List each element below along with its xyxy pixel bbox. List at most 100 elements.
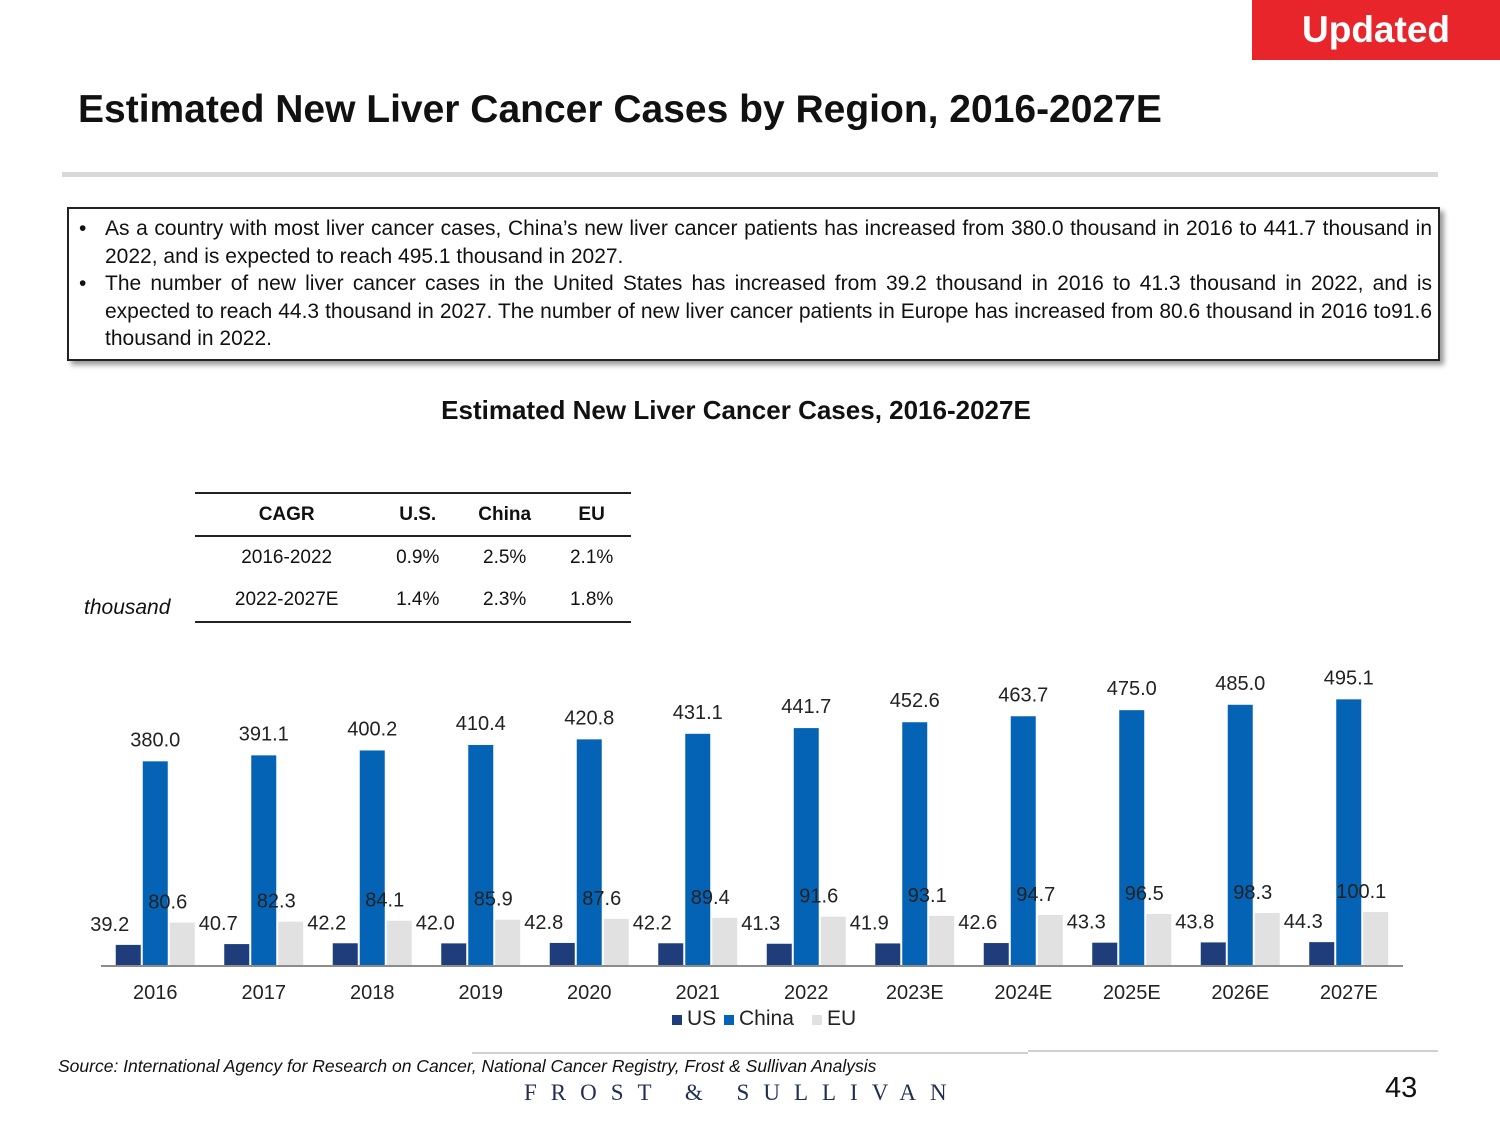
data-label-china-2025E: 475.0 — [1107, 678, 1157, 700]
legend-swatch-eu — [812, 1015, 822, 1025]
bar-us-2018 — [332, 943, 358, 966]
bar-china-2025E — [1119, 710, 1145, 966]
bar-china-2023E — [902, 722, 928, 966]
summary-bullet-us-eu: The number of new liver cancer cases in … — [79, 270, 1432, 353]
bar-eu-2025E — [1146, 914, 1172, 966]
data-label-eu-2019: 85.9 — [474, 889, 513, 911]
source-divider — [472, 1052, 1028, 1054]
legend-swatch-china — [724, 1015, 734, 1025]
table-cell: 2022-2027E — [195, 579, 379, 623]
table-cell: 0.9% — [396, 547, 440, 568]
data-label-china-2023E: 452.6 — [890, 690, 940, 712]
bar-china-2022 — [793, 728, 819, 966]
data-label-us-2021: 42.2 — [633, 912, 672, 934]
chart-title: Estimated New Liver Cancer Cases, 2016-2… — [441, 395, 1031, 425]
x-tick-label-2023E: 2023E — [886, 982, 944, 1004]
bar-china-2017 — [251, 755, 277, 966]
data-label-us-2018: 42.2 — [307, 912, 346, 934]
cagr-table: CAGR U.S. China EU 2016-2022 0.9% 2.5% 2… — [195, 492, 631, 623]
x-tick-label-2016: 2016 — [133, 982, 178, 1004]
bar-us-2020 — [549, 942, 575, 966]
legend-label-us: US — [687, 1007, 716, 1030]
bar-eu-2020 — [603, 918, 629, 966]
table-cell: 1.4% — [378, 579, 458, 623]
source-note: Source: International Agency for Researc… — [58, 1056, 877, 1076]
bar-eu-2016 — [169, 922, 195, 966]
cagr-header-cell: EU — [552, 492, 631, 537]
data-label-us-2016: 39.2 — [90, 914, 129, 936]
bar-eu-2021 — [712, 917, 738, 966]
data-label-china-2026E: 485.0 — [1215, 673, 1265, 695]
data-label-us-2027E: 44.3 — [1284, 911, 1323, 933]
bar-china-2026E — [1227, 704, 1253, 966]
unit-label: thousand — [84, 596, 171, 619]
bar-eu-2026E — [1254, 913, 1280, 966]
table-row: 2016-2022 0.9% 2.5% 2.1% — [195, 536, 631, 579]
table-cell: 1.8% — [552, 579, 631, 623]
cagr-header-cell: U.S. — [378, 492, 458, 537]
bar-china-2018 — [359, 750, 385, 966]
page-number: 43 — [1385, 1072, 1418, 1104]
cagr-header-cell: CAGR — [195, 492, 379, 537]
data-label-eu-2018: 84.1 — [365, 890, 404, 912]
legend-label-china: China — [739, 1007, 794, 1030]
bar-us-2021 — [658, 943, 684, 966]
bar-china-2027E — [1336, 699, 1362, 966]
data-label-china-2022: 441.7 — [781, 696, 831, 718]
data-label-china-2019: 410.4 — [456, 713, 506, 735]
bar-eu-2017 — [278, 921, 304, 966]
x-tick-label-2025E: 2025E — [1103, 982, 1161, 1004]
data-label-china-2016: 380.0 — [130, 729, 180, 751]
data-label-us-2019: 42.0 — [416, 912, 455, 934]
bar-us-2024E — [983, 943, 1009, 966]
footer-divider — [1028, 1050, 1438, 1052]
bar-us-2017 — [224, 944, 250, 966]
data-label-us-2017: 40.7 — [199, 913, 238, 935]
bar-eu-2018 — [386, 920, 412, 966]
bar-us-2019 — [441, 943, 467, 966]
table-row: 2022-2027E 1.4% 2.3% 1.8% — [195, 579, 631, 623]
data-label-us-2024E: 42.6 — [958, 912, 997, 934]
x-tick-label-2017: 2017 — [242, 982, 287, 1004]
legend-label-eu: EU — [827, 1007, 856, 1030]
bar-china-2020 — [576, 739, 602, 966]
summary-box: As a country with most liver cancer case… — [67, 207, 1440, 361]
data-label-eu-2020: 87.6 — [582, 888, 621, 910]
x-tick-label-2022: 2022 — [784, 982, 829, 1004]
data-label-us-2026E: 43.8 — [1175, 911, 1214, 933]
title-divider — [62, 172, 1438, 177]
x-tick-label-2021: 2021 — [676, 982, 721, 1004]
data-label-eu-2027E: 100.1 — [1336, 881, 1386, 903]
page-title: Estimated New Liver Cancer Cases by Regi… — [78, 88, 1162, 131]
data-label-eu-2024E: 94.7 — [1016, 884, 1055, 906]
data-label-us-2025E: 43.3 — [1067, 912, 1106, 934]
data-label-us-2022: 41.3 — [741, 913, 780, 935]
data-label-us-2023E: 41.9 — [850, 912, 889, 934]
x-tick-label-2018: 2018 — [350, 982, 395, 1004]
data-label-eu-2025E: 96.5 — [1125, 883, 1164, 905]
bar-china-2019 — [468, 744, 494, 966]
bar-china-2021 — [685, 733, 711, 966]
table-cell: 2.1% — [569, 547, 614, 568]
x-tick-label-2024E: 2024E — [994, 982, 1052, 1004]
bar-chart: 39.2 380.0 80.6 2016 40.7 391.1 82.3 2017 42.2 40… — [90, 667, 1403, 1030]
bar-us-2027E — [1309, 942, 1335, 966]
bar-us-2026E — [1200, 942, 1226, 966]
data-label-china-2027E: 495.1 — [1324, 667, 1374, 689]
data-label-eu-2017: 82.3 — [257, 891, 296, 913]
x-tick-label-2019: 2019 — [459, 982, 504, 1004]
bar-us-2023E — [875, 943, 901, 966]
summary-bullet-china: As a country with most liver cancer case… — [79, 215, 1432, 270]
x-tick-label-2026E: 2026E — [1211, 982, 1269, 1004]
data-label-china-2017: 391.1 — [239, 723, 289, 745]
bar-us-2022 — [766, 943, 792, 966]
bar-eu-2027E — [1363, 912, 1389, 966]
data-label-eu-2016: 80.6 — [148, 892, 187, 914]
x-tick-label-2020: 2020 — [567, 982, 612, 1004]
data-label-eu-2022: 91.6 — [799, 886, 838, 908]
data-label-eu-2021: 89.4 — [691, 887, 730, 909]
data-label-china-2021: 431.1 — [673, 702, 723, 724]
table-cell: 2016-2022 — [241, 547, 333, 568]
cagr-header-row: CAGR U.S. China EU — [195, 492, 631, 537]
data-label-china-2024E: 463.7 — [998, 684, 1048, 706]
